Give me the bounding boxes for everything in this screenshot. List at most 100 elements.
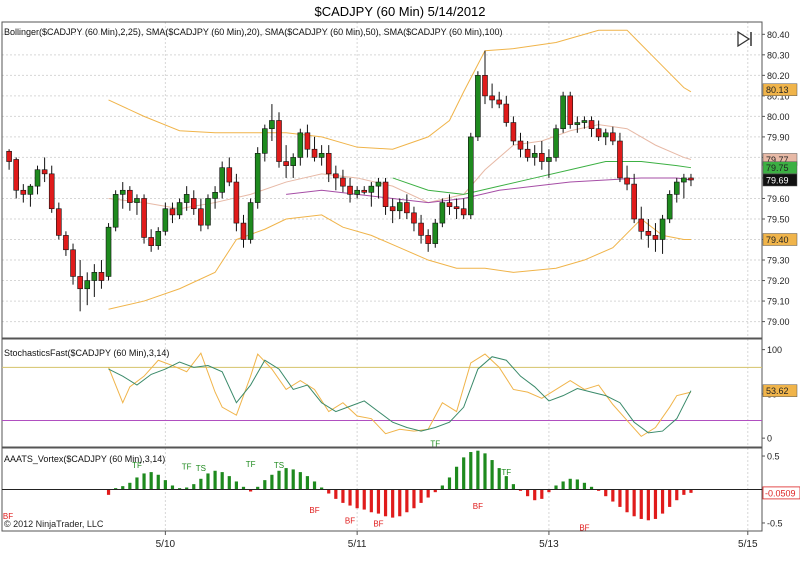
vortex-bar — [561, 481, 565, 490]
vortex-bar — [149, 472, 153, 490]
candle-body — [439, 202, 446, 224]
vortex-bar — [433, 489, 437, 493]
vortex-bar — [447, 477, 452, 490]
price-tag-label: 80.13 — [766, 85, 789, 95]
vortex-bar — [177, 488, 182, 490]
candle-body — [84, 280, 91, 290]
vortex-bar — [526, 489, 530, 497]
candle-body — [269, 120, 275, 130]
vortex-bar — [320, 487, 324, 490]
vortex-bar — [398, 489, 402, 517]
bollinger-lower-line — [108, 214, 691, 310]
vortex-signal-label: BF — [473, 502, 483, 511]
candle-body — [169, 208, 176, 216]
candle-body — [276, 120, 282, 162]
candle-body — [446, 202, 453, 207]
candle-body — [247, 202, 254, 240]
candle-body — [368, 185, 375, 193]
candle-body — [190, 198, 197, 210]
price-tick-label: 80.30 — [767, 50, 790, 60]
stochastics-panel-label: StochasticsFast($CADJPY (60 Min),3,14) — [4, 348, 169, 358]
candle-body — [325, 153, 332, 175]
vortex-bar — [241, 486, 246, 490]
candle-body — [91, 272, 98, 281]
candle-body — [347, 185, 353, 195]
vortex-bar — [355, 489, 359, 509]
axis-labels: 5/10 5/11 5/13 5/15 79.00 79.10 79.20 79.30 79.4… — [4, 27, 800, 550]
price-tag — [762, 83, 798, 96]
price-tick-label: 79.00 — [767, 317, 790, 327]
candle-body — [226, 167, 233, 183]
vortex-signal-label: TF — [182, 462, 192, 471]
vortex-bar — [675, 489, 679, 501]
price-tick-label: 79.50 — [767, 214, 790, 224]
vortex-bar — [639, 489, 643, 519]
vortex-signal-label: BF — [579, 523, 589, 532]
candle-body — [70, 249, 76, 277]
vortex-bar — [483, 453, 487, 490]
candle-body — [510, 122, 517, 142]
candle-body — [475, 75, 481, 138]
price-tag-label: 79.75 — [766, 163, 789, 173]
candle-body — [432, 222, 439, 244]
copyright-text: © 2012 NinjaTrader, LLC — [4, 519, 104, 529]
vortex-panel-label: AAATS_Vortex($CADJPY (60 Min),3,14) — [4, 454, 165, 464]
candle-body — [482, 75, 488, 97]
candle-body — [297, 132, 304, 158]
vortex-bar — [440, 485, 444, 490]
price-panel-label: Bollinger($CADJPY (60 Min),2,25), SMA($C… — [4, 27, 503, 37]
vortex-bar — [618, 489, 622, 507]
price-tick-label: 79.30 — [767, 256, 790, 266]
vortex-bar — [334, 489, 338, 499]
vortex-bar — [547, 489, 551, 493]
stoch-tick-label: 100 — [767, 345, 782, 355]
candle-body — [645, 230, 652, 236]
vortex-bar — [454, 466, 459, 490]
vortex-bar — [462, 457, 466, 490]
candle-body — [233, 181, 240, 224]
panel-frame-price — [1, 21, 763, 339]
candle-body — [361, 189, 368, 193]
candle-body — [48, 173, 55, 210]
price-tag-label: 79.40 — [766, 235, 789, 245]
vortex-bar — [227, 476, 231, 490]
candle-body — [666, 194, 673, 220]
vortex-bar — [298, 472, 302, 490]
vortex-bar — [412, 489, 416, 509]
vortex-bar — [476, 450, 480, 490]
candle-body — [546, 157, 552, 162]
vortex-signal-label: TS — [274, 461, 284, 470]
candle-body — [673, 181, 680, 195]
vortex-bar — [128, 482, 132, 490]
candle-body — [112, 194, 119, 228]
candle-body — [524, 148, 531, 158]
vortex-bar — [256, 486, 260, 490]
candle-body — [56, 208, 62, 236]
vortex-bar — [554, 485, 558, 490]
x-tick-label: 5/10 — [156, 539, 176, 550]
price-tag-label: 79.77 — [766, 155, 789, 165]
vortex-bar — [689, 489, 693, 493]
vortex-bar — [163, 480, 167, 490]
candle-body — [638, 218, 645, 232]
price-tick-label: 80.40 — [767, 30, 790, 40]
candle-body — [396, 202, 403, 212]
candle-body — [354, 189, 360, 195]
candle-body — [13, 159, 19, 191]
candle-body — [290, 157, 297, 166]
candle-body — [411, 212, 417, 224]
vortex-bar — [277, 470, 281, 490]
candle-body — [105, 226, 112, 277]
candle-body — [141, 198, 147, 238]
vortex-signal-label: BF — [345, 517, 355, 526]
vortex-signal-label: BF — [309, 506, 319, 515]
vortex-bar — [270, 474, 274, 490]
candle-body — [467, 136, 474, 216]
candle-body — [162, 208, 169, 232]
vortex-signal-label: BF — [373, 519, 383, 528]
vortex-bar — [611, 489, 615, 502]
candle-body — [198, 208, 204, 226]
play-to-end-button[interactable] — [734, 28, 756, 50]
vortex-bar — [369, 489, 373, 513]
candle-body — [574, 122, 581, 125]
